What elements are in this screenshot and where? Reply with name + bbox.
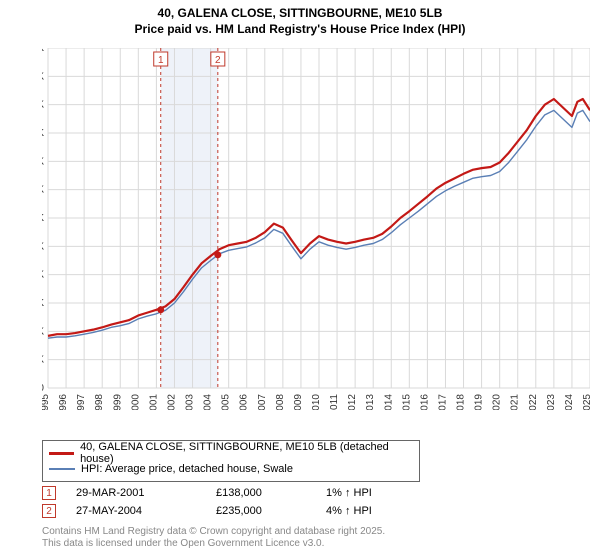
- sale-date: 27-MAY-2004: [76, 505, 216, 517]
- svg-text:£50K: £50K: [42, 355, 44, 366]
- sale-hpi-delta: 4% ↑ HPI: [326, 505, 426, 517]
- svg-text:2017: 2017: [437, 394, 448, 410]
- svg-text:£200K: £200K: [42, 270, 44, 281]
- footer-line-1: Contains HM Land Registry data © Crown c…: [42, 526, 385, 538]
- chart-area: 1 2 £0 £50K £100K £150K £200K £250K £300K £350K £4…: [42, 48, 590, 410]
- legend-item: 40, GALENA CLOSE, SITTINGBOURNE, ME10 5L…: [49, 445, 413, 461]
- svg-text:2004: 2004: [203, 394, 214, 410]
- svg-text:£250K: £250K: [42, 241, 44, 252]
- footer-line-2: This data is licensed under the Open Gov…: [42, 538, 385, 550]
- svg-text:1: 1: [158, 55, 164, 66]
- sale-hpi-delta: 1% ↑ HPI: [326, 487, 426, 499]
- svg-text:2016: 2016: [419, 394, 430, 410]
- svg-text:2001: 2001: [148, 394, 159, 410]
- svg-text:2007: 2007: [257, 394, 268, 410]
- sale-price: £138,000: [216, 487, 326, 499]
- sales-table: 1 29-MAR-2001£138,0001% ↑ HPI 2 27-MAY-2004…: [42, 484, 426, 520]
- svg-text:2025: 2025: [582, 394, 590, 410]
- sale-row: 1 29-MAR-2001£138,0001% ↑ HPI: [42, 484, 426, 502]
- sale-price: £235,000: [216, 505, 326, 517]
- title-line-1: 40, GALENA CLOSE, SITTINGBOURNE, ME10 5L…: [0, 6, 600, 22]
- legend-label: 40, GALENA CLOSE, SITTINGBOURNE, ME10 5L…: [80, 441, 413, 465]
- svg-text:2020: 2020: [492, 394, 503, 410]
- sale-marker-icon: 2: [42, 504, 56, 518]
- svg-text:2015: 2015: [401, 394, 412, 410]
- svg-text:£600K: £600K: [42, 48, 44, 54]
- svg-text:£150K: £150K: [42, 298, 44, 309]
- svg-text:2019: 2019: [474, 394, 485, 410]
- svg-text:1995: 1995: [42, 394, 51, 410]
- svg-text:2018: 2018: [456, 394, 467, 410]
- svg-text:£550K: £550K: [42, 71, 44, 82]
- svg-text:£450K: £450K: [42, 128, 44, 139]
- svg-text:£0: £0: [42, 383, 44, 394]
- footer-attribution: Contains HM Land Registry data © Crown c…: [42, 526, 385, 550]
- legend: 40, GALENA CLOSE, SITTINGBOURNE, ME10 5L…: [42, 440, 420, 482]
- svg-text:£100K: £100K: [42, 326, 44, 337]
- svg-text:£400K: £400K: [42, 156, 44, 167]
- svg-text:2002: 2002: [166, 394, 177, 410]
- svg-text:£350K: £350K: [42, 185, 44, 196]
- svg-text:1998: 1998: [94, 394, 105, 410]
- svg-text:2005: 2005: [221, 394, 232, 410]
- legend-swatch: [49, 452, 74, 455]
- svg-text:£300K: £300K: [42, 213, 44, 224]
- svg-text:2010: 2010: [311, 394, 322, 410]
- title-line-2: Price paid vs. HM Land Registry's House …: [0, 22, 600, 38]
- svg-text:2000: 2000: [130, 394, 141, 410]
- svg-text:2009: 2009: [293, 394, 304, 410]
- legend-swatch: [49, 468, 75, 470]
- svg-text:2003: 2003: [185, 394, 196, 410]
- sale-date: 29-MAR-2001: [76, 487, 216, 499]
- svg-text:2013: 2013: [365, 394, 376, 410]
- sale-marker-icon: 1: [42, 486, 56, 500]
- svg-text:2012: 2012: [347, 394, 358, 410]
- svg-text:1999: 1999: [112, 394, 123, 410]
- svg-text:2006: 2006: [239, 394, 250, 410]
- svg-text:1996: 1996: [58, 394, 69, 410]
- svg-text:£500K: £500K: [42, 100, 44, 111]
- svg-text:2: 2: [215, 55, 221, 66]
- svg-text:2024: 2024: [564, 394, 575, 410]
- svg-text:1997: 1997: [76, 394, 87, 410]
- legend-label: HPI: Average price, detached house, Swal…: [81, 463, 293, 475]
- svg-text:2008: 2008: [275, 394, 286, 410]
- sale-row: 2 27-MAY-2004£235,0004% ↑ HPI: [42, 502, 426, 520]
- svg-text:2021: 2021: [510, 394, 521, 410]
- chart-title: 40, GALENA CLOSE, SITTINGBOURNE, ME10 5L…: [0, 0, 600, 37]
- svg-text:2011: 2011: [329, 394, 340, 410]
- line-chart: 1 2 £0 £50K £100K £150K £200K £250K £300K £350K £4…: [42, 48, 590, 410]
- svg-text:2022: 2022: [528, 394, 539, 410]
- svg-text:2014: 2014: [383, 394, 394, 410]
- svg-text:2023: 2023: [546, 394, 557, 410]
